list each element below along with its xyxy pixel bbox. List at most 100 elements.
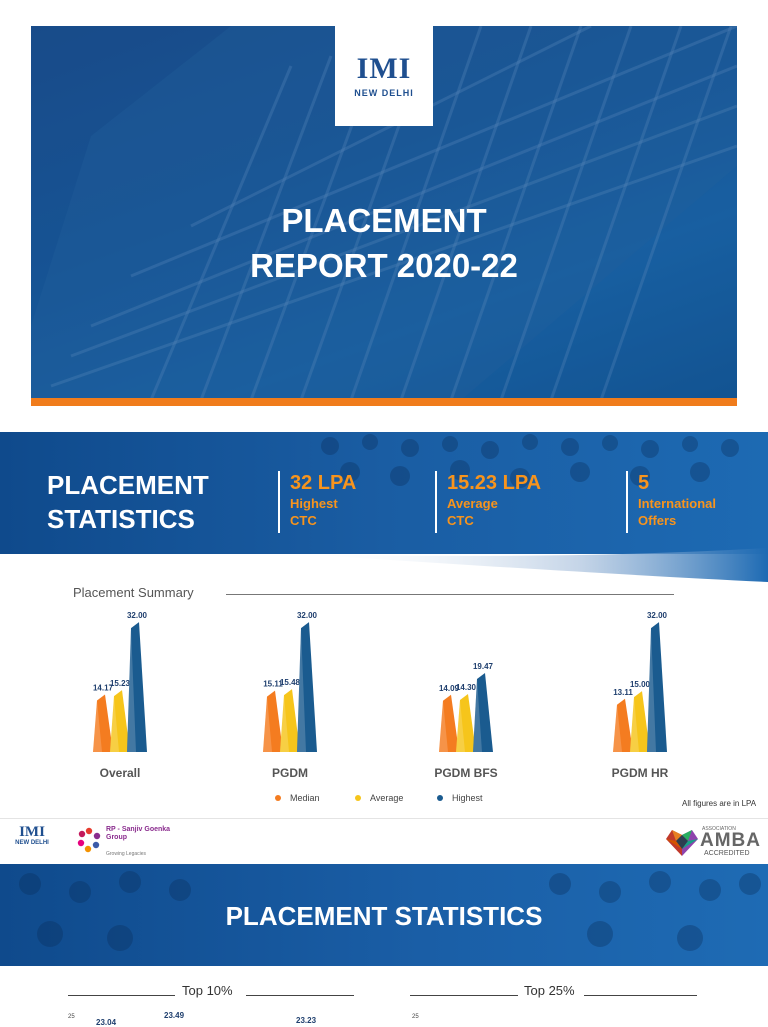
summary-value-label: 14.30 [456,683,477,692]
top10-value-label: 23.49 [164,1011,185,1020]
placement-statistics-band [0,432,768,554]
rpsg-logo: RP - Sanjiv Goenka Group Growing Legacie… [76,826,170,859]
top10-rule-right [246,995,354,996]
amba-wordmark: AMBA [700,830,761,851]
section-title: PLACEMENT STATISTICS [225,901,543,931]
imi-logo-subtitle: NEW DELHI [354,88,414,98]
summary-bar-median [439,694,459,752]
kpi-international-offers: 5 International Offers [626,471,716,533]
summary-bar-highlight [647,628,656,752]
summary-value-label: 15.00 [630,680,651,689]
placement-statistics-banner [0,864,768,966]
summary-value-label: 14.09 [439,684,460,693]
top25-axis-tick: 25 [412,1014,419,1020]
summary-category-label: PGDM [272,766,308,780]
top25-title: Top 25% [524,983,575,998]
stats-title: PLACEMENT STATISTICS [47,468,209,536]
students-background-image [19,871,761,951]
summary-bar-highlight [473,678,482,752]
summary-category-label: Overall [100,766,141,780]
summary-value-label: 19.47 [473,662,494,671]
summary-category-label: PGDM BFS [434,766,497,780]
report-title-line1: PLACEMENT [281,202,487,239]
kpi-highest-ctc: 32 LPA Highest CTC [278,471,356,533]
placement-summary-rule [226,594,674,595]
summary-bar-highlight [127,628,136,752]
legend-label-median: Median [290,793,320,803]
summary-bar-highlight [297,628,306,752]
top10-axis-tick: 25 [68,1014,75,1020]
top10-value-label: 23.04 [96,1018,117,1027]
rpsg-name: RP - Sanjiv Goenka Group [106,826,226,842]
summary-bar-highlight [613,704,622,752]
amba-accreditation-logo: ASSOCIATION AMBA ACCREDITED [664,826,760,858]
building-background-image [31,26,737,400]
top10-value-label: 23.23 [296,1016,317,1025]
summary-bar-highlight [630,697,639,752]
rpsg-emblem-icon [77,827,101,853]
amba-heart-icon [666,830,698,856]
imi-small-logo-subtitle: NEW DELHI [15,840,49,846]
students-background-image [321,434,739,488]
summary-bar-average [630,691,650,752]
summary-bar-highlight [456,699,465,752]
kpi-label: CTC [290,513,317,528]
summary-value-label: 13.11 [613,688,633,697]
stats-title-line2: STATISTICS [47,504,195,534]
hero-accent-bar [31,398,737,406]
summary-bar-highest [127,622,147,752]
stats-title-line1: PLACEMENT [47,470,209,500]
top10-rule-left [68,995,175,996]
kpi-label: Highest [290,496,338,511]
summary-value-label: 32.00 [127,611,148,620]
imi-logo-mark: IMI [356,52,412,85]
kpi-average-ctc: 15.23 LPA Average CTC [435,471,541,533]
rpsg-tagline: Growing Legacies [106,851,147,857]
stats-band-swoosh [300,548,768,582]
summary-bar-median [93,694,113,752]
kpi-value: 32 LPA [290,472,357,494]
legend-label-average: Average [370,793,403,803]
summary-value-label: 14.17 [93,683,114,692]
rpsg-name-line2: Group [106,834,127,841]
kpi-label: CTC [447,513,474,528]
summary-value-label: 15.11 [263,680,283,689]
summary-bar-highlight [280,695,289,752]
kpi-label: Offers [638,513,677,528]
summary-value-label: 32.00 [647,611,668,620]
figures-footnote: All figures are in LPA [682,799,757,808]
summary-value-label: 15.23 [110,679,131,688]
top25-rule-left [410,995,518,996]
report-title-line2: REPORT 2020-22 [250,247,518,284]
amba-association-text: ASSOCIATION [702,826,736,832]
kpi-label: International [638,496,717,511]
imi-small-logo-mark: IMI [19,824,45,840]
summary-bar-highlight [439,700,448,752]
amba-accredited-text: ACCREDITED [704,850,750,857]
placement-summary-title: Placement Summary [73,585,194,600]
summary-bar-highlight [93,700,102,752]
summary-bar-average [456,693,476,752]
summary-bar-highest [647,622,667,752]
kpi-label: Average [447,496,498,511]
summary-bar-median [613,698,633,752]
top25-rule-right [584,995,697,996]
summary-value-label: 15.48 [280,678,301,687]
summary-bar-highest [297,622,317,752]
legend-swatch-median [275,795,281,801]
summary-bar-average [280,689,300,752]
kpi-value: 15.23 LPA [447,472,542,494]
summary-bar-median [263,690,283,752]
top10-title: Top 10% [182,983,233,998]
imi-small-logo: IMI NEW DELHI [12,824,52,847]
legend-swatch-highest [437,795,443,801]
summary-bar-highest [473,672,493,752]
summary-bar-average [110,690,130,752]
summary-bar-highlight [263,696,272,752]
kpi-value: 5 [638,472,650,494]
summary-bar-highlight [110,696,119,752]
summary-value-label: 32.00 [297,611,318,620]
partner-logo-strip [0,818,768,864]
legend-swatch-average [355,795,361,801]
